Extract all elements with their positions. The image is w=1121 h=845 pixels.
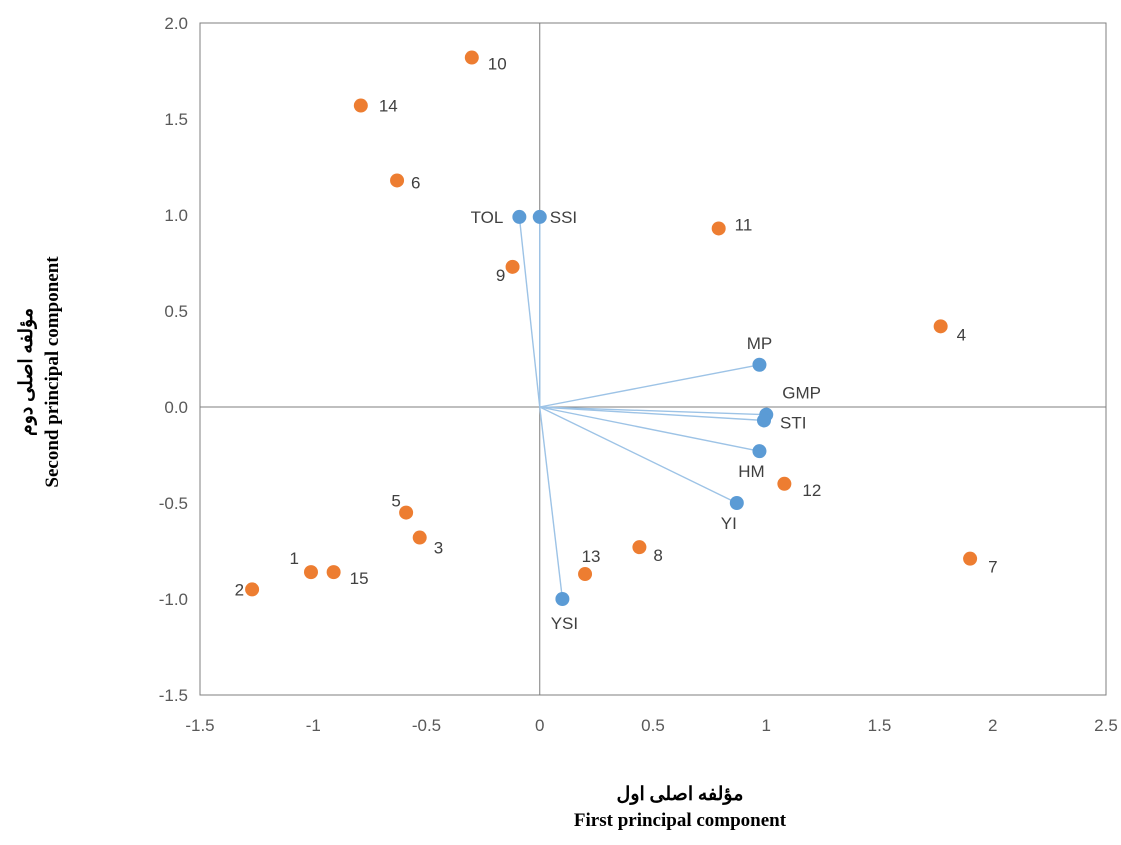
x-tick-label: 2 — [988, 716, 997, 735]
x-tick-label: -1.5 — [185, 716, 214, 735]
x-tick-label: 0.5 — [641, 716, 665, 735]
genotype-point-4 — [933, 319, 948, 334]
genotype-point-3 — [412, 530, 427, 545]
index-label-ssi: SSI — [550, 208, 577, 227]
index-point-ssi — [532, 209, 547, 224]
index-point-hm — [752, 444, 767, 459]
x-tick-label: 0 — [535, 716, 544, 735]
vector-hm — [539, 406, 760, 452]
genotype-label-5: 5 — [391, 492, 400, 511]
index-label-ysi: YSI — [551, 614, 578, 633]
y-tick-label: -0.5 — [159, 494, 188, 513]
x-axis-title: مؤلفه اصلی اول First principal component — [380, 782, 980, 834]
genotype-label-6: 6 — [411, 173, 420, 192]
index-vectors — [518, 216, 767, 600]
plot-area-border — [199, 22, 1107, 696]
genotype-label-14: 14 — [379, 97, 398, 116]
x-tick-label: 1 — [762, 716, 771, 735]
genotype-point-11 — [711, 221, 726, 236]
genotype-point-1 — [303, 565, 318, 580]
index-label-gmp: GMP — [782, 384, 821, 403]
index-label-sti: STI — [780, 413, 806, 432]
genotype-label-4: 4 — [957, 325, 966, 344]
y-tick-label: -1.0 — [159, 590, 188, 609]
y-tick-label: 1.0 — [164, 206, 188, 225]
x-tick-label: 2.5 — [1094, 716, 1118, 735]
index-point-sti — [756, 413, 771, 428]
index-point-mp — [752, 357, 767, 372]
x-tick-label: -1 — [306, 716, 321, 735]
zero-axes — [200, 23, 1106, 695]
vector-gmp — [539, 406, 767, 416]
y-tick-label: 1.5 — [164, 110, 188, 129]
genotype-point-15 — [326, 565, 341, 580]
genotype-label-2: 2 — [235, 580, 244, 599]
x-tick-labels: -1.5 -1 -0.5 0 0.5 1 1.5 2 2.5 — [185, 716, 1117, 735]
genotype-label-13: 13 — [582, 547, 601, 566]
genotype-point-9 — [505, 259, 520, 274]
y-tick-label: 0.0 — [164, 398, 188, 417]
y-axis-title-en: Second principal component — [42, 256, 63, 488]
genotype-label-12: 12 — [802, 481, 821, 500]
y-tick-label: -1.5 — [159, 686, 188, 705]
genotype-label-8: 8 — [653, 546, 662, 565]
genotype-label-7: 7 — [988, 558, 997, 577]
x-axis-title-en: First principal component — [573, 810, 787, 831]
genotype-point-12 — [777, 476, 792, 491]
vector-yi — [539, 406, 738, 504]
x-axis-title-fa: مؤلفه اصلی اول — [616, 784, 744, 805]
vector-mp — [539, 364, 760, 408]
genotype-label-9: 9 — [496, 266, 505, 285]
y-axis-title-fa: مؤلفه اصلی دوم — [16, 307, 37, 437]
index-label-yi: YI — [721, 514, 737, 533]
genotype-label-11: 11 — [735, 215, 753, 234]
genotype-label-10: 10 — [488, 55, 507, 74]
genotype-point-6 — [390, 173, 405, 188]
index-label-hm: HM — [738, 462, 764, 481]
y-tick-labels: -1.5 -1.0 -0.5 0.0 0.5 1.0 1.5 2.0 — [159, 14, 188, 705]
genotype-label-3: 3 — [434, 539, 443, 558]
data-points — [245, 50, 978, 606]
genotype-point-7 — [963, 551, 978, 566]
y-tick-label: 0.5 — [164, 302, 188, 321]
x-tick-label: -0.5 — [412, 716, 441, 735]
index-point-ysi — [555, 592, 570, 606]
index-point-tol — [512, 209, 527, 224]
x-tick-label: 1.5 — [868, 716, 892, 735]
genotype-point-5 — [399, 505, 414, 520]
vector-sti — [539, 406, 765, 422]
genotype-point-2 — [245, 582, 260, 597]
index-point-yi — [729, 496, 744, 510]
genotype-point-13 — [578, 567, 593, 582]
genotype-label-1: 1 — [290, 549, 299, 568]
y-tick-label: 2.0 — [164, 14, 188, 33]
vector-ysi — [539, 406, 564, 600]
vector-tol — [518, 216, 541, 408]
y-axis-title: مؤلفه اصلی دوم Second principal componen… — [14, 22, 66, 722]
genotype-label-15: 15 — [350, 569, 369, 588]
index-label-mp: MP — [747, 334, 773, 353]
genotype-point-8 — [632, 540, 647, 555]
genotype-point-14 — [353, 98, 368, 113]
index-label-tol: TOL — [471, 208, 504, 227]
genotype-point-10 — [464, 50, 479, 65]
